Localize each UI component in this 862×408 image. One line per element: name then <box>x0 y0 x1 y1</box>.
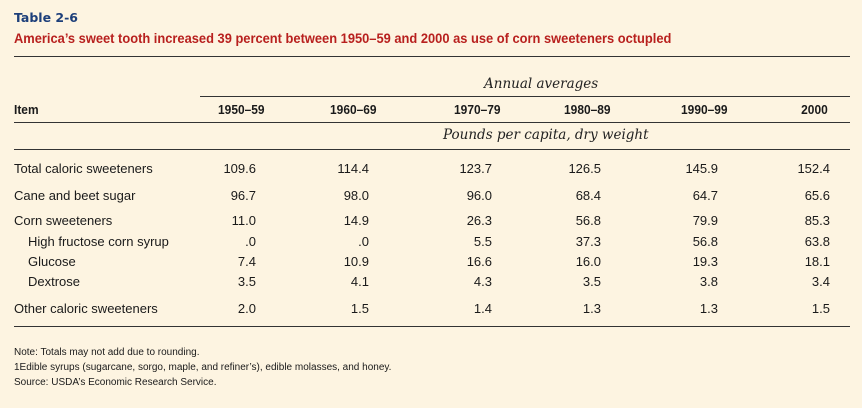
note-rounding: Note: Totals may not add due to rounding… <box>14 347 200 358</box>
table-cell: 114.4 <box>337 161 369 176</box>
table-cell: 4.1 <box>350 274 369 289</box>
row-label: Corn sweeteners <box>14 213 113 228</box>
table-cell: 7.4 <box>237 254 256 269</box>
table-notes: Note: Totals may not add due to rounding… <box>14 345 391 390</box>
annual-averages-span-line <box>200 96 850 97</box>
table-cell: 1.4 <box>473 301 492 316</box>
table-cell: 19.3 <box>692 254 718 269</box>
annual-averages-label: Annual averages <box>484 76 599 92</box>
table-cell: 1.5 <box>811 301 830 316</box>
table-cell: 145.9 <box>685 161 718 176</box>
table-cell: .0 <box>358 234 369 249</box>
table-cell: 64.7 <box>692 188 718 203</box>
table-cell: 126.5 <box>568 161 601 176</box>
table-cell: 1.5 <box>350 301 369 316</box>
table-cell: 123.7 <box>459 161 492 176</box>
bottom-rule <box>14 326 850 327</box>
table-cell: 96.0 <box>466 188 492 203</box>
unit-label: Pounds per capita, dry weight <box>443 127 649 143</box>
table-cell: 98.0 <box>343 188 369 203</box>
table-cell: 11.0 <box>231 213 256 228</box>
column-header-1960-69: 1960–69 <box>330 102 377 117</box>
table-cell: 63.8 <box>804 234 830 249</box>
table-cell: 26.3 <box>466 213 492 228</box>
table-cell: 56.8 <box>692 234 718 249</box>
table-cell: 152.4 <box>797 161 830 176</box>
row-label: Dextrose <box>28 274 81 289</box>
table-row: Other caloric sweeteners 2.0 1.5 1.4 1.3 1.3 1… <box>0 301 862 319</box>
table-row: Cane and beet sugar 96.7 98.0 96.0 68.4 64.7 6… <box>0 188 862 206</box>
row-label: Other caloric sweeteners <box>14 301 158 316</box>
table-row: High fructose corn syrup .0 .0 5.5 37.3 56.8 6… <box>0 234 862 252</box>
table-cell: 109.6 <box>223 161 256 176</box>
table-cell: 4.3 <box>473 274 492 289</box>
column-header-1970-79: 1970–79 <box>454 102 501 117</box>
table-cell: 3.8 <box>699 274 718 289</box>
table-cell: 65.6 <box>804 188 830 203</box>
table-cell: 3.5 <box>237 274 256 289</box>
table-cell: 85.3 <box>804 213 830 228</box>
body-rule <box>14 149 850 150</box>
top-rule <box>14 56 850 57</box>
table-cell: 2.0 <box>237 301 256 316</box>
table-label: Table 2-6 <box>14 10 78 25</box>
table-cell: 5.5 <box>473 234 492 249</box>
table-cell: 16.0 <box>575 254 601 269</box>
table-row: Glucose 7.4 10.9 16.6 16.0 19.3 18.1 <box>0 254 862 272</box>
row-label: Cane and beet sugar <box>14 188 136 203</box>
table-cell: 79.9 <box>692 213 718 228</box>
table-cell: 37.3 <box>575 234 601 249</box>
table-cell: 10.9 <box>343 254 369 269</box>
column-header-1980-89: 1980–89 <box>564 102 611 117</box>
table-cell: 1.3 <box>699 301 718 316</box>
table-title: America’s sweet tooth increased 39 perce… <box>14 30 672 46</box>
table-cell: 3.5 <box>582 274 601 289</box>
table-cell: 16.6 <box>466 254 492 269</box>
row-label: Total caloric sweeteners <box>14 161 153 176</box>
table-cell: .0 <box>245 234 256 249</box>
column-header-1950-59: 1950–59 <box>218 102 265 117</box>
header-rule <box>14 122 850 123</box>
footnote-edible-syrups: 1Edible syrups (sugarcane, sorgo, maple,… <box>14 362 392 373</box>
table-cell: 18.1 <box>804 254 830 269</box>
table-cell: 56.8 <box>575 213 601 228</box>
table-cell: 96.7 <box>230 188 256 203</box>
row-label: Glucose <box>28 254 76 269</box>
table-row: Total caloric sweeteners 109.6 114.4 123.7 1… <box>0 161 862 179</box>
table-cell: 1.3 <box>582 301 601 316</box>
source-note: Source: USDA’s Economic Research Service… <box>14 377 217 388</box>
row-label: High fructose corn syrup <box>28 234 169 249</box>
table-row: Dextrose 3.5 4.1 4.3 3.5 3.8 3.4 <box>0 274 862 292</box>
item-header: Item <box>14 102 39 117</box>
column-header-1990-99: 1990–99 <box>681 102 728 117</box>
table-cell: 14.9 <box>343 213 369 228</box>
table-cell: 68.4 <box>575 188 601 203</box>
table-cell: 3.4 <box>811 274 830 289</box>
column-header-2000: 2000 <box>801 102 828 117</box>
table-row: Corn sweeteners 11.0 14.9 26.3 56.8 79.9 85.3 <box>0 213 862 231</box>
